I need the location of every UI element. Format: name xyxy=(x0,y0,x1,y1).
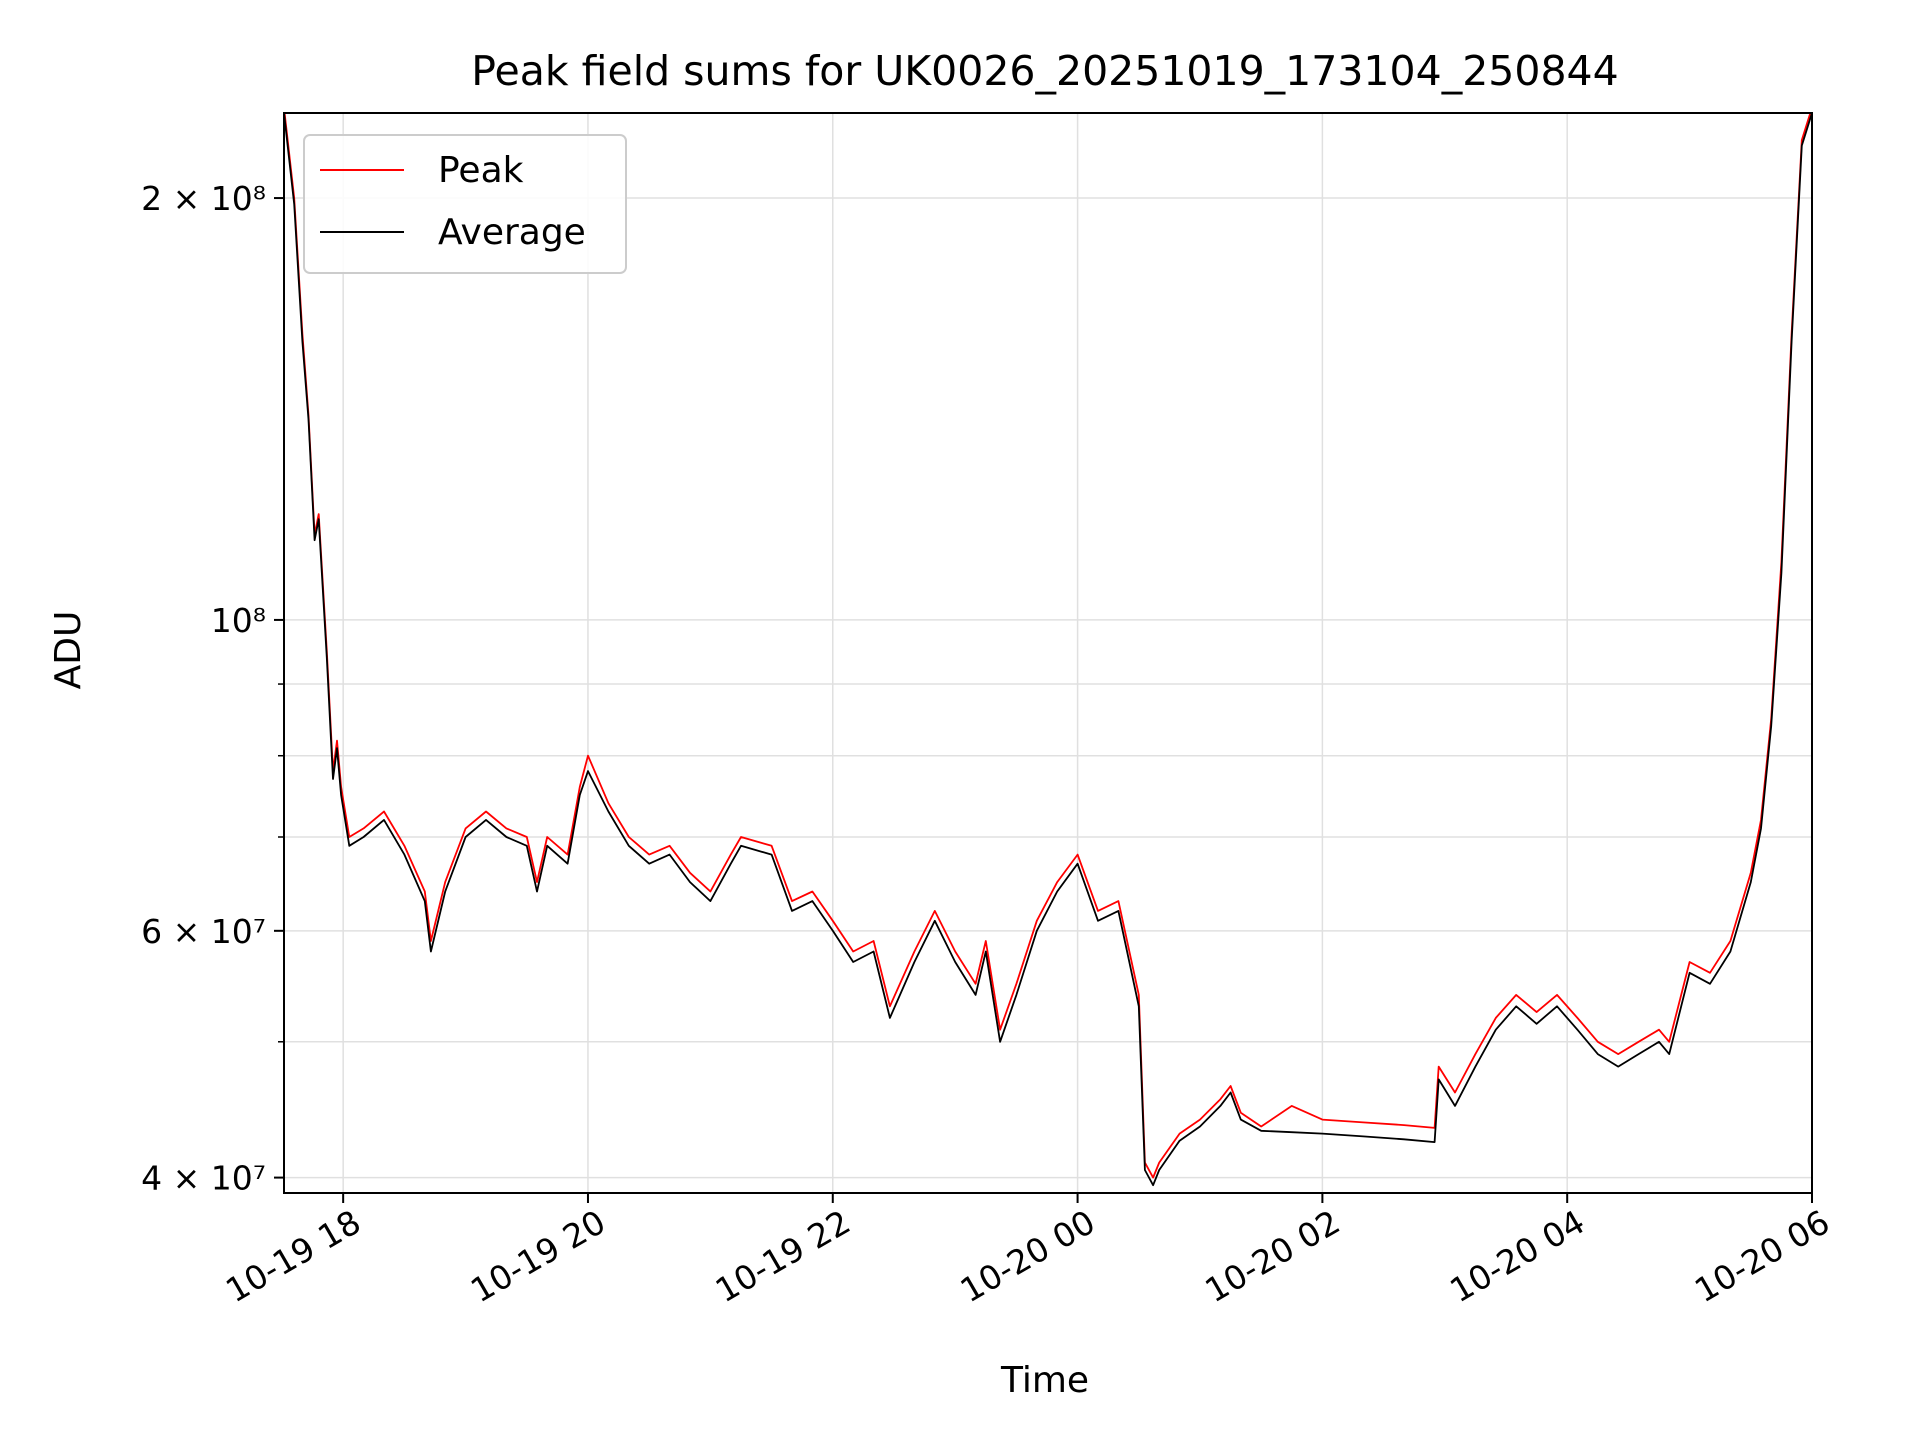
series-line-peak xyxy=(284,113,1812,1179)
grid xyxy=(284,113,1812,1193)
series-layer xyxy=(284,113,1812,1187)
y-axis-label: ADU xyxy=(48,611,89,690)
legend-label-average: Average xyxy=(438,212,586,253)
chart-title: Peak field sums for UK0026_20251019_1731… xyxy=(471,47,1618,95)
y-axis-ticks: 4 × 10⁷ 6 × 10⁷ 10⁸ 2 × 10⁸ xyxy=(141,179,284,1198)
legend-label-peak: Peak xyxy=(438,150,524,191)
x-axis-label: Time xyxy=(1000,1360,1089,1401)
legend: Peak Average xyxy=(303,134,627,274)
plot-frame xyxy=(283,112,1813,1194)
series-line-average xyxy=(284,113,1812,1187)
y-tick-label: 2 × 10⁸ xyxy=(141,179,266,218)
y-tick-label: 10⁸ xyxy=(211,601,266,640)
y-tick-label: 6 × 10⁷ xyxy=(141,912,266,951)
y-tick-label: 4 × 10⁷ xyxy=(141,1159,266,1198)
